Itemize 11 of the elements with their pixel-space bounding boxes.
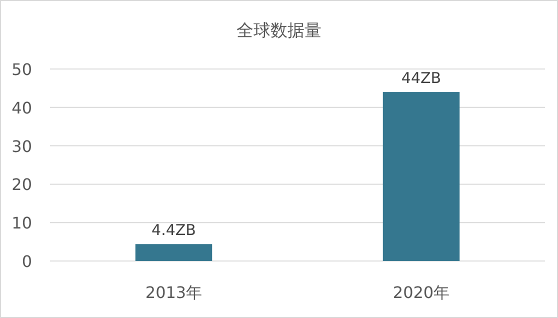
y-tick-label: 50: [12, 60, 32, 79]
x-tick-label: 2013年: [145, 283, 202, 302]
x-tick-label: 2020年: [392, 283, 450, 302]
data-label: 4.4ZB: [152, 221, 196, 240]
data-label: 44ZB: [401, 69, 442, 88]
y-tick-label: 20: [12, 175, 32, 194]
y-tick-label: 40: [12, 98, 32, 118]
chart-title: 全球数据量: [236, 21, 322, 41]
y-tick-label: 30: [12, 136, 32, 156]
y-tick-label: 10: [12, 214, 32, 233]
y-tick-label: 0: [22, 252, 32, 271]
